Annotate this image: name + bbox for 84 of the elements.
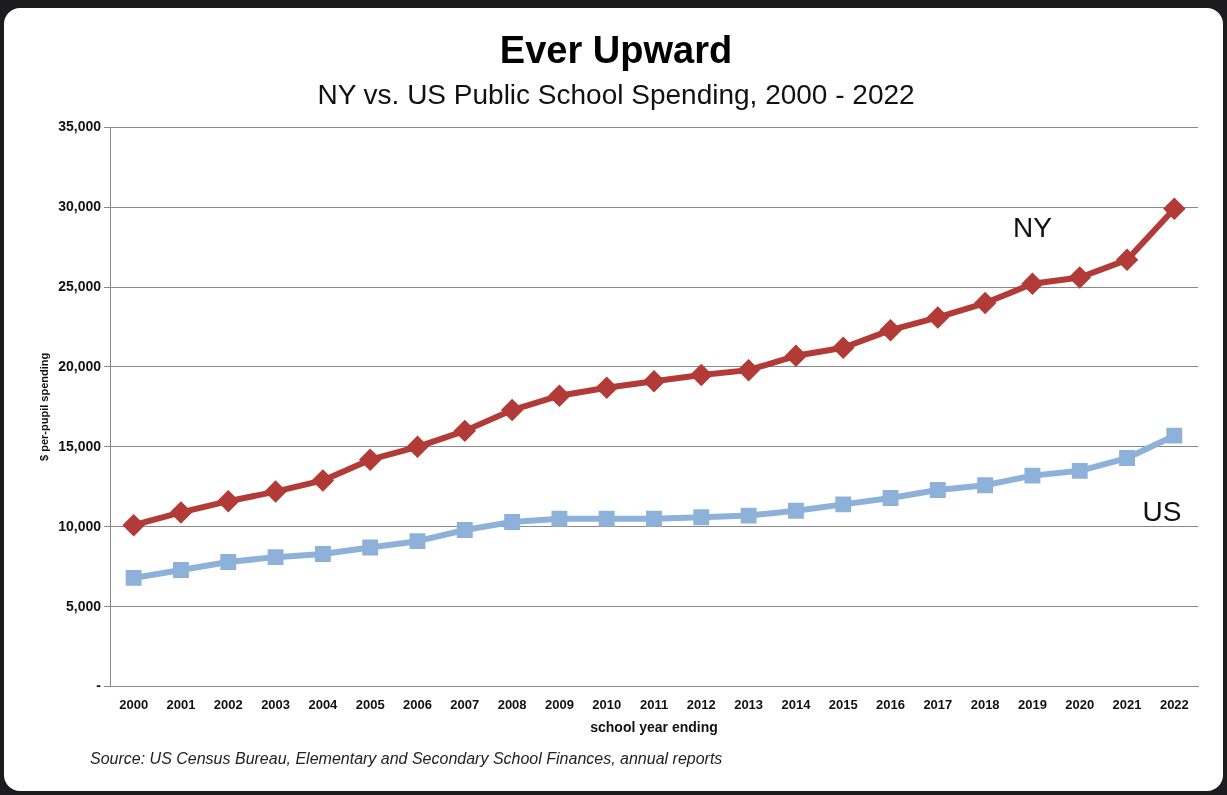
point [975, 293, 996, 314]
point [880, 320, 901, 341]
series-label: NY [1012, 211, 1053, 243]
x-tick-label: 2021 [1112, 696, 1142, 712]
x-tick-label: 2015 [828, 696, 858, 712]
point [833, 337, 854, 358]
x-tick-label: 2008 [497, 696, 527, 712]
point [929, 482, 946, 498]
point [1166, 427, 1183, 444]
x-axis-title: school year ending [590, 719, 718, 736]
y-tick-label: - [96, 677, 102, 694]
series-label: US [1142, 495, 1182, 527]
point [787, 502, 804, 519]
point [693, 509, 710, 526]
point [409, 533, 426, 550]
y-tick-label: 15,000 [58, 437, 102, 454]
y-tick-label: 35,000 [58, 118, 102, 135]
point [454, 420, 475, 441]
point [220, 553, 237, 570]
x-tick-label: 2010 [592, 696, 622, 712]
point [596, 377, 617, 398]
point [123, 515, 144, 536]
point [173, 561, 189, 578]
x-tick-label: 2002 [213, 696, 243, 712]
x-tick-label: 2004 [308, 696, 339, 712]
x-tick-label: 2017 [923, 696, 953, 712]
x-tick-label: 2019 [1017, 696, 1047, 712]
y-tick-label: 10,000 [58, 517, 102, 534]
y-axis-title: $ per-pupil spending [37, 352, 50, 461]
point [267, 549, 284, 566]
x-tick-label: 2000 [119, 696, 149, 712]
point [1164, 198, 1185, 219]
point [125, 569, 142, 586]
point [218, 491, 239, 512]
point [882, 490, 899, 506]
point [927, 307, 948, 328]
x-tick-label: 2009 [544, 696, 574, 712]
point [360, 449, 381, 470]
x-tick-label: 2007 [450, 696, 480, 712]
point [502, 400, 523, 421]
x-tick-label: 2003 [261, 696, 291, 712]
point [551, 510, 568, 527]
point [691, 364, 712, 385]
y-tick-label: 5,000 [65, 597, 102, 614]
point [265, 481, 286, 502]
point [835, 496, 852, 513]
point [738, 360, 759, 381]
point [407, 436, 428, 457]
x-tick-label: 2012 [686, 696, 716, 712]
x-tick-label: 2011 [639, 696, 669, 712]
point [549, 385, 570, 406]
x-tick-label: 2022 [1159, 696, 1189, 712]
point [598, 510, 615, 527]
point [504, 514, 521, 530]
chart-title: Ever Upward [499, 29, 733, 72]
x-tick-label: 2006 [403, 696, 432, 712]
point [312, 470, 333, 491]
point [170, 502, 191, 523]
point [362, 539, 379, 556]
y-tick-label: 20,000 [58, 357, 102, 374]
point [1119, 450, 1135, 466]
point [456, 522, 473, 538]
point [977, 477, 994, 494]
chart-subtitle: NY vs. US Public School Spending, 2000 - 2022 [317, 79, 915, 111]
x-tick-label: 2014 [781, 696, 812, 712]
point [1117, 249, 1138, 270]
x-tick-label: 2016 [876, 696, 905, 712]
point [644, 371, 665, 392]
source-note: Source: US Census Bureau, Elementary and Secondary School Finances, annual reports [90, 750, 723, 768]
x-tick-label: 2005 [355, 696, 385, 712]
point [314, 545, 331, 562]
x-tick-label: 2001 [166, 696, 196, 712]
y-tick-label: 25,000 [58, 277, 102, 294]
point [1071, 462, 1088, 479]
point [1024, 467, 1041, 484]
x-tick-label: 2013 [734, 696, 764, 712]
x-tick-label: 2020 [1065, 696, 1095, 712]
point [785, 345, 806, 366]
point [646, 510, 662, 527]
x-tick-label: 2018 [970, 696, 1000, 712]
point [1022, 273, 1043, 294]
point [740, 507, 757, 524]
point [1069, 267, 1090, 288]
y-tick-label: 30,000 [58, 197, 102, 214]
